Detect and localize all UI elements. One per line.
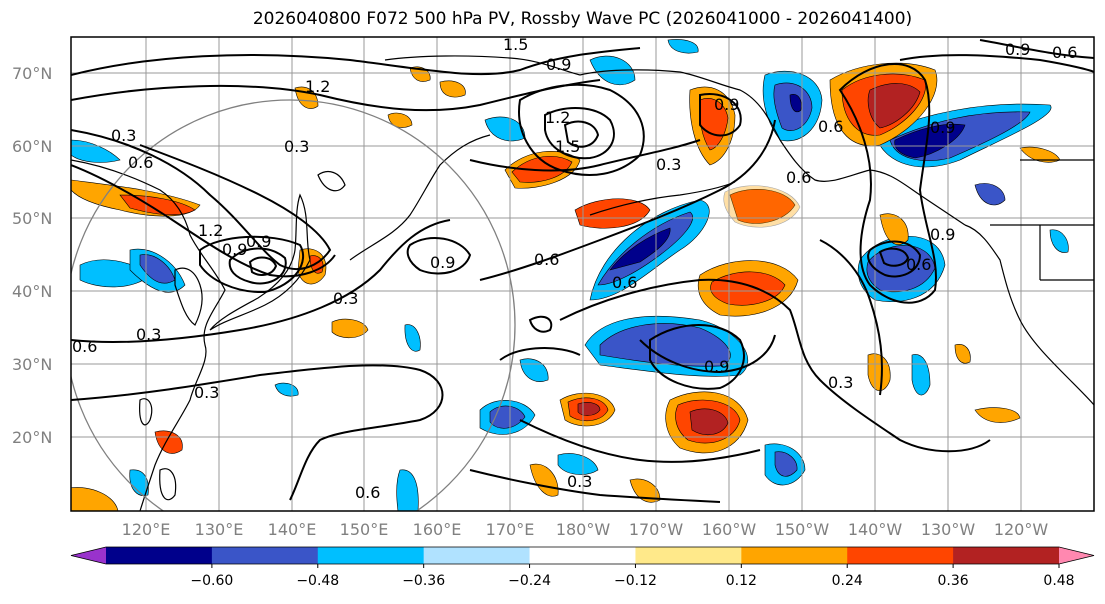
contour-label: 0.3 xyxy=(333,289,358,308)
contour-label: 1.2 xyxy=(545,108,570,127)
contour-label: 0.6 xyxy=(818,117,843,136)
contour-label: 1.5 xyxy=(503,35,528,54)
lat-label: 30°N xyxy=(12,355,52,374)
colorbar: −0.60 −0.48 −0.36 −0.24 −0.12 0.12 0.24 0.36 0.4… xyxy=(70,546,1095,589)
contour-label: 0.9 xyxy=(246,232,271,251)
longitude-labels: 120°E 130°E 140°E 150°E 160°E 170°E 180°… xyxy=(122,520,1049,539)
contour-label: 0.6 xyxy=(72,337,97,356)
map-frame xyxy=(70,36,1095,512)
lon-label: 180°W xyxy=(556,520,611,539)
contour-label: 0.9 xyxy=(1005,40,1030,59)
colorbar-tick-label: −0.12 xyxy=(614,573,657,589)
contour-label: 0.3 xyxy=(656,155,681,174)
contour-label: 0.6 xyxy=(355,483,380,502)
contour-label: 0.3 xyxy=(828,373,853,392)
contour-label: 0.3 xyxy=(111,126,136,145)
colorbar-swatch xyxy=(529,547,636,564)
lon-label: 170°W xyxy=(629,520,684,539)
colorbar-tick-label: 0.12 xyxy=(726,573,757,589)
colorbar-swatch xyxy=(317,547,425,564)
pv-anomaly-shading xyxy=(71,39,1069,511)
colorbar-swatch xyxy=(635,547,742,564)
contour-label: 1.5 xyxy=(555,137,580,156)
colorbar-swatch xyxy=(106,547,213,564)
lon-label: 150°E xyxy=(340,520,389,539)
lon-label: 160°W xyxy=(702,520,757,539)
colorbar-swatch xyxy=(211,547,319,564)
colorbar-swatch xyxy=(741,547,848,564)
contour-label: 0.6 xyxy=(612,273,637,292)
plot-title: 2026040800 F072 500 hPa PV, Rossby Wave … xyxy=(252,9,913,29)
contour-labels: 1.5 0.9 0.6 1.2 0.3 0.9 1.5 1.2 0.9 0.3 … xyxy=(72,35,1077,502)
lat-label: 70°N xyxy=(12,64,52,83)
contour-label: 0.9 xyxy=(714,95,739,114)
contour-label: 0.9 xyxy=(546,55,571,74)
contour-label: 1.2 xyxy=(305,77,330,96)
contour-label: 0.3 xyxy=(284,137,309,156)
colorbar-tick-label: −0.60 xyxy=(190,573,233,589)
contour-label: 0.9 xyxy=(930,118,955,137)
lat-label: 40°N xyxy=(12,282,52,301)
colorbar-tick-label: 0.48 xyxy=(1043,573,1074,589)
colorbar-extend-low xyxy=(71,547,106,564)
pv-contours xyxy=(71,39,1094,503)
contour-label: 0.6 xyxy=(786,168,811,187)
lon-label: 140°E xyxy=(268,520,317,539)
lon-label: 150°W xyxy=(775,520,830,539)
colorbar-tick-label: 0.36 xyxy=(938,573,969,589)
map-area: 1.5 0.9 0.6 1.2 0.3 0.9 1.5 1.2 0.9 0.3 … xyxy=(71,35,1094,511)
lat-label: 20°N xyxy=(12,428,52,447)
lat-label: 50°N xyxy=(12,209,52,228)
coastlines xyxy=(71,55,1094,511)
contour-label: 0.9 xyxy=(930,225,955,244)
colorbar-tick-label: −0.36 xyxy=(402,573,445,589)
contour-label: 0.3 xyxy=(136,325,161,344)
colorbar-extend-high xyxy=(1059,547,1094,564)
contour-label: 0.3 xyxy=(567,472,592,491)
range-circle xyxy=(71,99,516,511)
colorbar-tick-label: −0.48 xyxy=(296,573,339,589)
colorbar-tick-label: −0.24 xyxy=(508,573,551,589)
contour-label: 0.6 xyxy=(128,153,153,172)
colorbar-swatch xyxy=(953,547,1060,564)
latitude-labels: 70°N 60°N 50°N 40°N 30°N 20°N xyxy=(12,64,52,447)
colorbar-swatch xyxy=(423,547,531,564)
lon-label: 120°W xyxy=(994,520,1049,539)
colorbar-outline xyxy=(70,546,1095,565)
contour-label: 0.6 xyxy=(906,255,931,274)
colorbar-swatch xyxy=(847,547,954,564)
lon-label: 160°E xyxy=(413,520,462,539)
contour-label: 0.9 xyxy=(430,253,455,272)
contour-label: 0.3 xyxy=(194,383,219,402)
contour-label: 0.6 xyxy=(1052,43,1077,62)
lat-label: 60°N xyxy=(12,137,52,156)
contour-label: 1.2 xyxy=(198,221,223,240)
lon-label: 120°E xyxy=(122,520,171,539)
contour-label: 0.9 xyxy=(222,240,247,259)
lon-label: 130°W xyxy=(921,520,976,539)
contour-label: 0.6 xyxy=(534,250,559,269)
lon-label: 170°E xyxy=(486,520,535,539)
contour-label: 0.9 xyxy=(704,357,729,376)
lon-label: 130°E xyxy=(195,520,244,539)
colorbar-tick-label: 0.24 xyxy=(832,573,863,589)
lon-label: 140°W xyxy=(848,520,903,539)
